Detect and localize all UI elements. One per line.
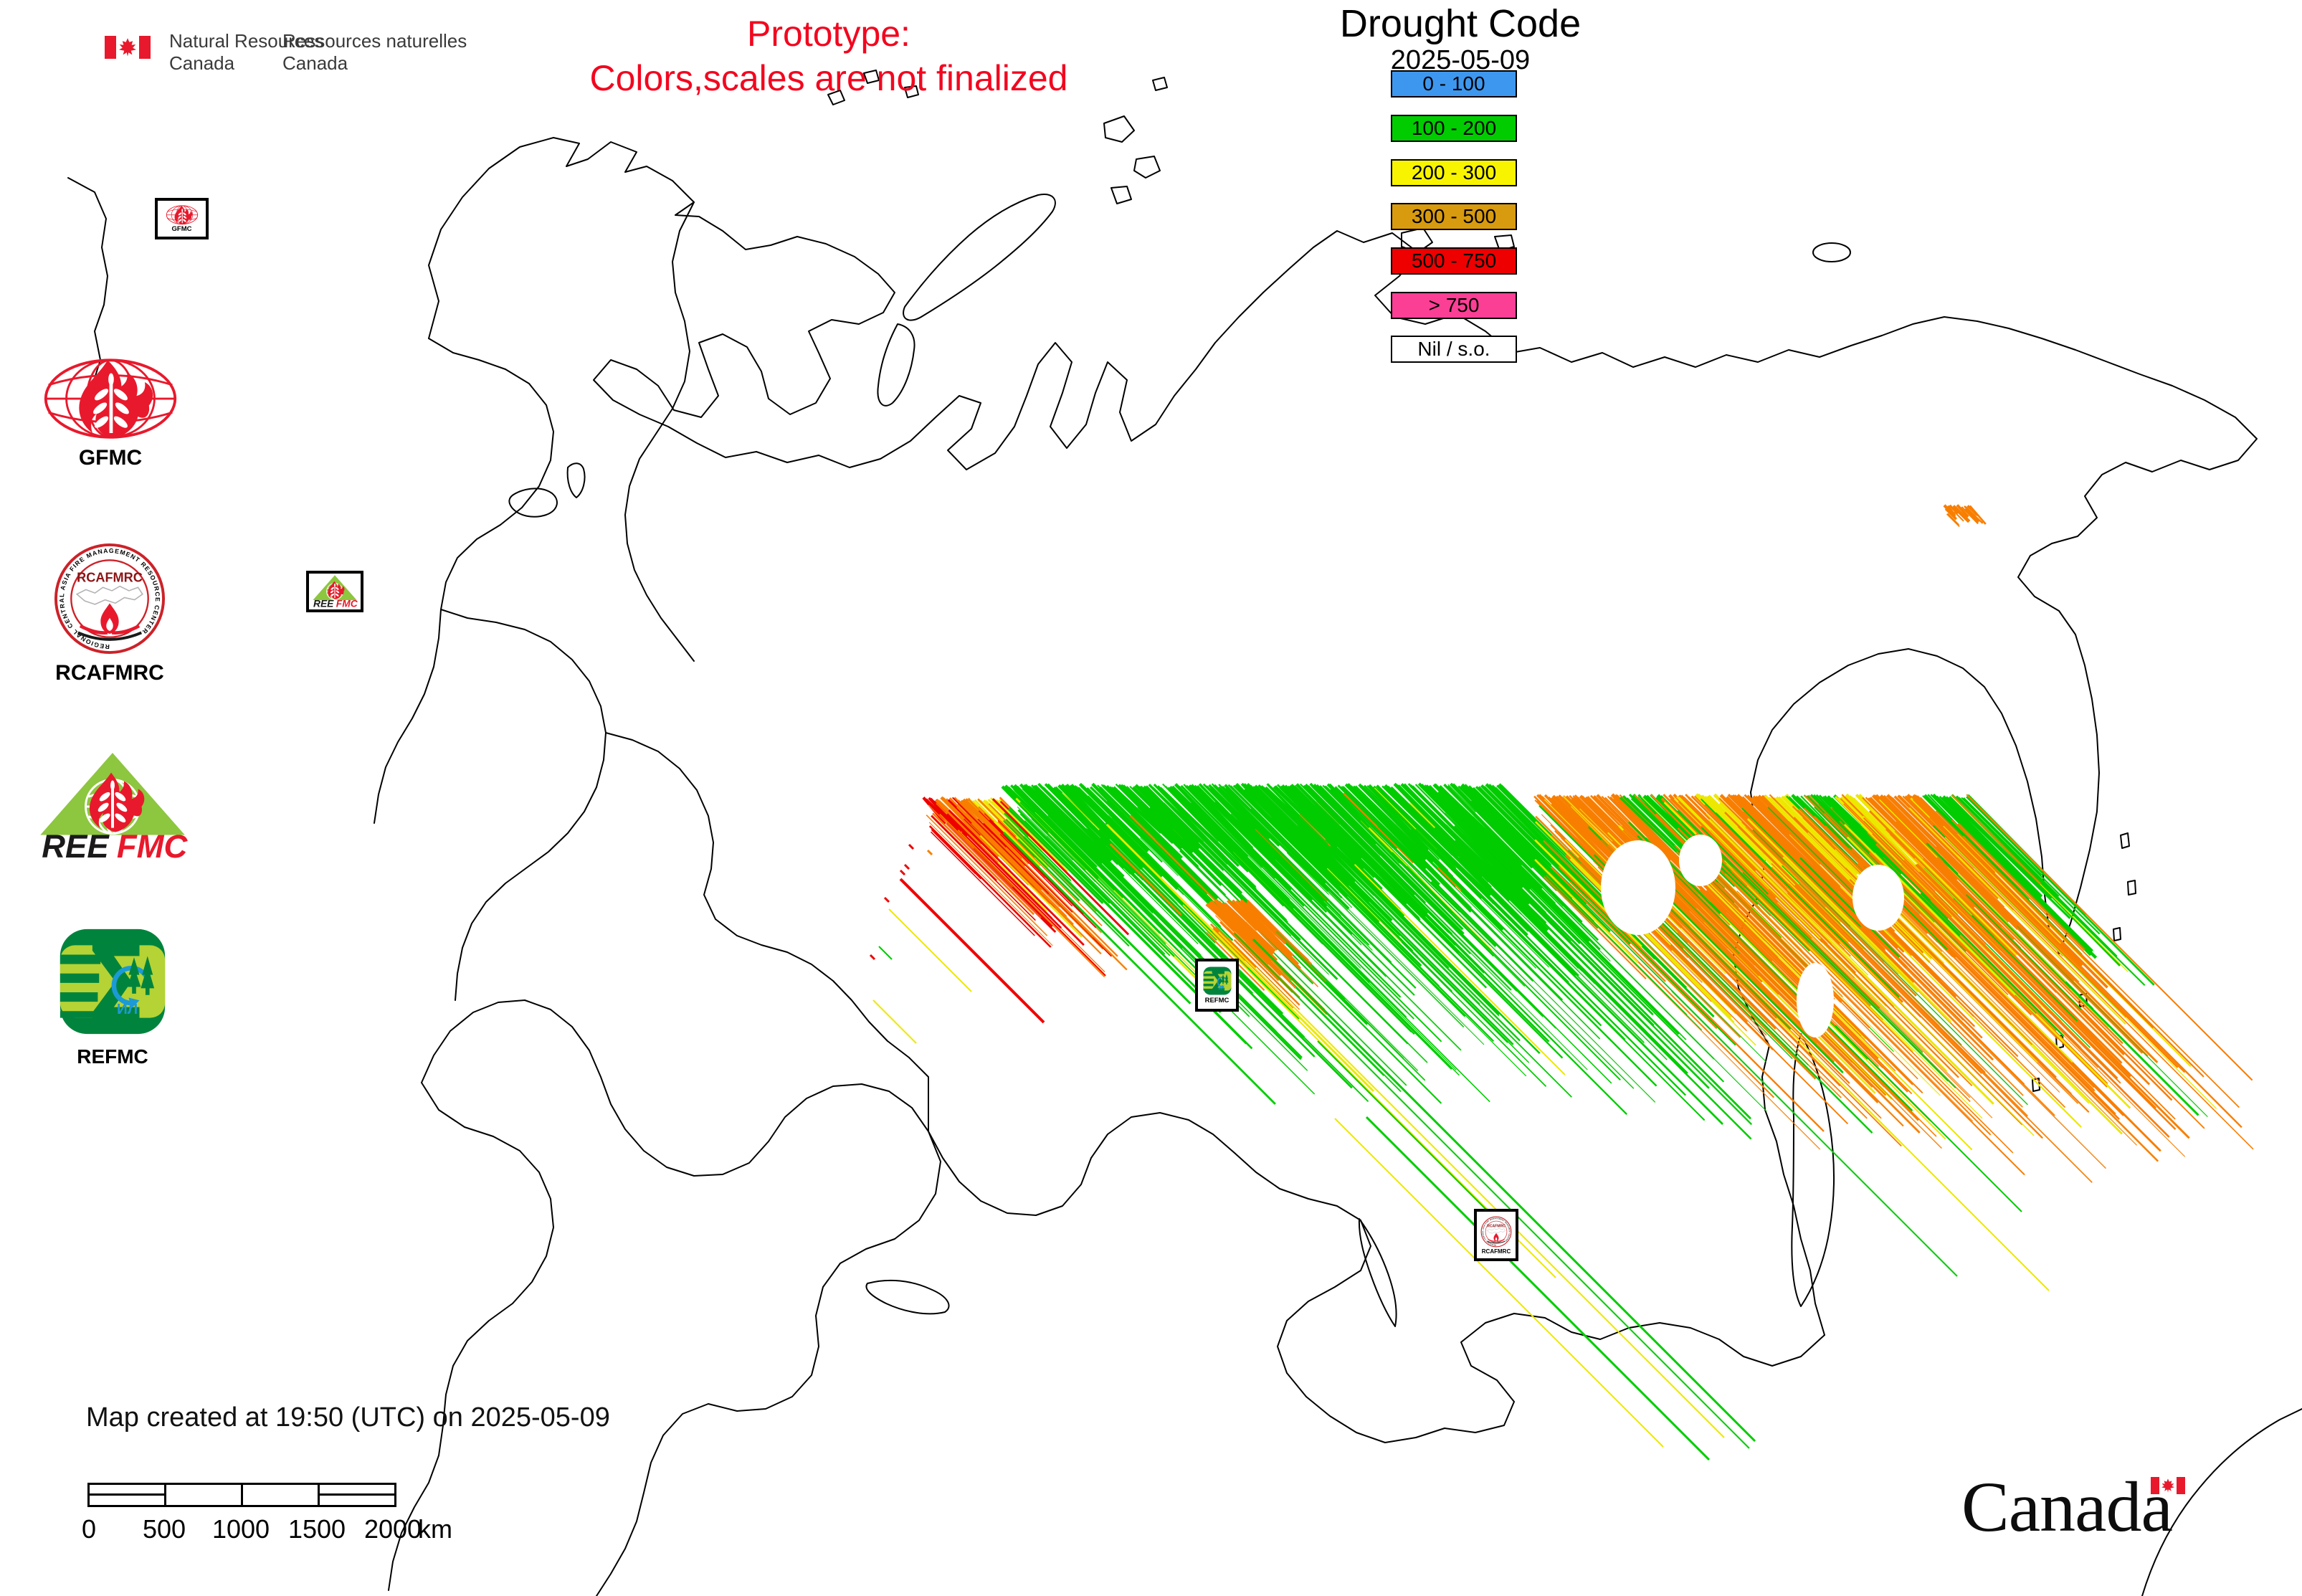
scale-tick-1000: 1000	[211, 1514, 270, 1544]
nrcan-en-line1: Natural Resources	[169, 30, 324, 52]
island-novaya-zemlya-south	[877, 323, 915, 407]
scale-bar	[87, 1483, 396, 1507]
legend-label: 500 - 750	[1411, 250, 1497, 272]
map-marker-refmc: REFMC	[1195, 959, 1239, 1012]
map-created-text: Map created at 19:50 (UTC) on 2025-05-09	[86, 1402, 610, 1433]
refmc-logo	[59, 928, 166, 1035]
gfmc-label: GFMC	[78, 446, 143, 470]
legend-item-gt-750: > 750	[1391, 292, 1517, 319]
lake-balkhash	[865, 1279, 950, 1315]
nrcan-fr-line1: Ressources naturelles	[282, 30, 467, 52]
rcafmrc-logo	[53, 542, 166, 655]
island-novaya-zemlya-north	[903, 194, 1056, 321]
nrcan-title-en: Natural Resources Canada	[169, 30, 323, 75]
lake-onega	[566, 462, 586, 498]
nrcan-title-fr: Ressources naturelles Canada	[282, 30, 467, 75]
scale-divider	[164, 1485, 166, 1505]
scale-divider	[241, 1485, 243, 1505]
coast-hokkaido	[2141, 1408, 2302, 1596]
coast-main	[428, 137, 2258, 1336]
rcafmrc-label: RCAFMRC	[55, 661, 164, 685]
scale-midline	[90, 1493, 164, 1496]
border-kazakh-east	[596, 1131, 941, 1596]
nrcan-fr-line2: Canada	[282, 52, 348, 74]
rcafmrc-marker-icon	[1480, 1215, 1512, 1248]
legend-label: 100 - 200	[1411, 117, 1497, 139]
legend-title: Drought Code	[1339, 2, 1582, 45]
legend-item-nil: Nil / s.o.	[1391, 336, 1517, 363]
legend-item-500-750: 500 - 750	[1391, 247, 1517, 275]
island-severnaya-zemlya	[1103, 115, 1161, 204]
legend-item-0-100: 0 - 100	[1391, 70, 1517, 98]
canada-wordmark-flag-icon	[2151, 1477, 2185, 1494]
island-arctic-small	[827, 70, 1168, 105]
map-marker-rcafmrc: RCAFMRC	[1474, 1209, 1518, 1261]
border-caspian	[388, 1082, 554, 1591]
legend-label: 0 - 100	[1422, 72, 1485, 95]
border-south	[421, 999, 1825, 1443]
gfmc-marker-label: GFMC	[171, 225, 192, 234]
prototype-line2: Colors,scales are not finalized	[589, 58, 1068, 98]
nrcan-en-line2: Canada	[169, 52, 235, 74]
border-finland	[624, 201, 695, 662]
reefmc-logo	[39, 751, 189, 863]
legend: Drought Code 2025-05-09	[1317, 3, 1604, 76]
island-wrangel	[1812, 242, 1851, 262]
border-baltic	[374, 338, 554, 824]
refmc-marker-label: REFMC	[1204, 996, 1230, 1004]
prototype-warning: Prototype: Colors,scales are not finaliz…	[506, 11, 1151, 100]
legend-label: 300 - 500	[1411, 205, 1497, 227]
legend-label: 200 - 300	[1411, 161, 1497, 184]
rcafmrc-marker-label: RCAFMRC	[1481, 1248, 1511, 1255]
coastline-layer	[67, 70, 2302, 1596]
border-belarus	[440, 609, 607, 1001]
legend-label: > 750	[1428, 294, 1480, 316]
border-kazakh-west	[605, 732, 929, 1132]
scale-divider	[318, 1485, 320, 1505]
legend-label: Nil / s.o.	[1417, 338, 1490, 360]
legend-item-100-200: 100 - 200	[1391, 115, 1517, 142]
coast-norway-west	[67, 177, 108, 413]
scale-unit: km	[418, 1514, 452, 1544]
nrcan-signature: Natural Resources Canada Ressources natu…	[100, 29, 617, 79]
refmc-label: REFMC	[77, 1045, 148, 1068]
island-sakhalin	[1791, 1033, 1835, 1307]
scale-tick-500: 500	[142, 1514, 186, 1544]
prototype-line1: Prototype:	[747, 14, 910, 54]
scale-tick-2000: 2000	[363, 1514, 422, 1544]
lake-ladoga	[508, 488, 558, 518]
reefmc-marker-icon	[312, 574, 358, 609]
legend-item-200-300: 200 - 300	[1391, 159, 1517, 186]
map-marker-reefmc	[306, 571, 363, 612]
scale-tick-0: 0	[81, 1514, 97, 1544]
lake-baikal	[1358, 1218, 1397, 1327]
scale-midline	[320, 1493, 394, 1496]
canada-wordmark: Canada	[1961, 1466, 2263, 1559]
drought-code-data-layer	[869, 504, 2254, 1461]
refmc-marker-icon	[1202, 966, 1232, 995]
gfmc-marker-icon	[166, 205, 198, 226]
gfmc-logo	[42, 354, 179, 445]
canada-wordmark-text: Canada	[1961, 1467, 2173, 1547]
canada-flag-icon	[105, 36, 151, 59]
map-marker-gfmc: GFMC	[155, 198, 209, 239]
legend-item-300-500: 300 - 500	[1391, 203, 1517, 230]
scale-tick-1500: 1500	[287, 1514, 346, 1544]
